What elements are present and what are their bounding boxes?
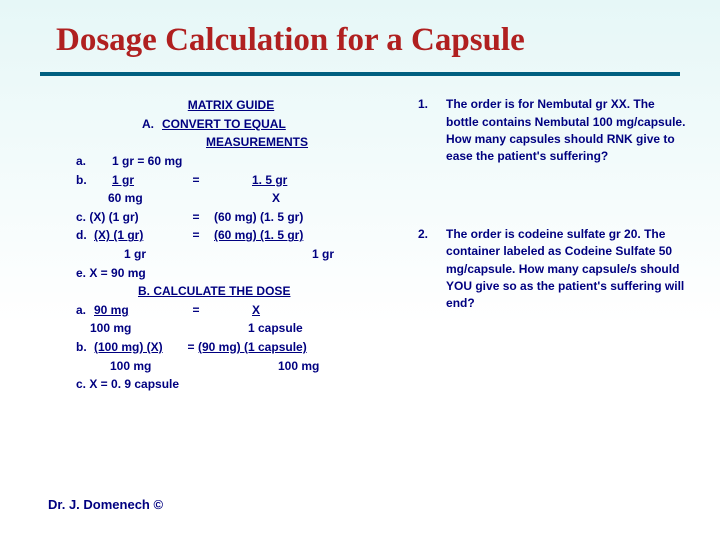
dose-c-row: c. X = 0. 9 capsule [76,375,386,394]
mg-e-text: e. X = 90 mg [76,264,146,283]
mg-a-text: 1 gr = 60 mg [96,152,182,171]
question-item: 2. The order is codeine sulfate gr 20. T… [418,226,688,313]
dose-b-eq: = [184,338,198,357]
section-b-title: B. CALCULATE THE DOSE [76,282,386,301]
footer-author: Dr. J. Domenech © [48,497,163,512]
dose-b-prefix: b. [76,338,94,357]
matrix-guide-heading: MATRIX GUIDE [76,96,386,115]
mg-b-row1: b. 1 gr = 1. 5 gr [76,171,386,190]
section-a-head: A. CONVERT TO EQUAL [76,115,386,134]
mg-b-row2: 60 mg X [76,189,386,208]
dose-a-row1: a. 90 mg = X [76,301,386,320]
question-text: The order is codeine sulfate gr 20. The … [446,226,688,313]
mg-d-left: (X) (1 gr) [94,226,184,245]
section-a-label: A. [76,115,154,134]
question-item: 1. The order is for Nembutal gr XX. The … [418,96,688,166]
dose-a-right: X [208,301,260,320]
mg-d-right: (60 mg) (1. 5 gr) [208,226,303,245]
mg-d-row1: d. (X) (1 gr) = (60 mg) (1. 5 gr) [76,226,386,245]
dose-a-left: 90 mg [94,301,184,320]
dose-b-row1: b. (100 mg) (X) = (90 mg) (1 capsule) [76,338,386,357]
mg-d-row2-right: 1 gr [238,245,334,264]
question-text: The order is for Nembutal gr XX. The bot… [446,96,688,166]
mg-b-eq: = [184,171,208,190]
section-a-title-line1: CONVERT TO EQUAL [154,115,286,134]
title-block: Dosage Calculation for a Capsule [0,0,720,64]
question-number: 2. [418,226,428,313]
mg-b-right: 1. 5 gr [208,171,287,190]
dose-b-row2: 100 mg 100 mg [76,357,386,376]
mg-c-row: c. (X) (1 gr) = (60 mg) (1. 5 gr) [76,208,386,227]
mg-d-row2: 1 gr 1 gr [76,245,386,264]
dose-a-row2-left: 100 mg [90,319,184,338]
mg-e-row: e. X = 90 mg [76,264,386,283]
mg-c-prefix: c. (X) (1 gr) [76,208,184,227]
content-area: MATRIX GUIDE A. CONVERT TO EQUAL MEASURE… [0,76,720,394]
mg-d-row2-left: 1 gr [94,245,214,264]
dose-b-row2-right: 100 mg [228,357,319,376]
questions-column: 1. The order is for Nembutal gr XX. The … [418,96,688,394]
dose-a-row2-right: 1 capsule [208,319,303,338]
mg-b-row2-right: X [208,189,280,208]
matrix-guide-column: MATRIX GUIDE A. CONVERT TO EQUAL MEASURE… [76,96,386,394]
dose-a-prefix: a. [76,301,94,320]
dose-a-eq: = [184,301,208,320]
mg-b-left: 1 gr [96,171,184,190]
mg-c-eq: = [184,208,208,227]
section-a-head-2: MEASUREMENTS [76,133,386,152]
page-title: Dosage Calculation for a Capsule [56,22,680,58]
question-number: 1. [418,96,428,166]
slide: Dosage Calculation for a Capsule MATRIX … [0,0,720,540]
mg-a-prefix: a. [76,152,96,171]
mg-b-row2-left: 60 mg [108,189,184,208]
mg-c-right: (60 mg) (1. 5 gr) [208,208,303,227]
mg-d-prefix: d. [76,226,94,245]
mg-b-prefix: b. [76,171,96,190]
dose-a-row2: 100 mg 1 capsule [76,319,386,338]
section-a-title-line2: MEASUREMENTS [162,133,308,152]
mg-a-row: a. 1 gr = 60 mg [76,152,386,171]
mg-d-eq: = [184,226,208,245]
dose-b-row2-left: 100 mg [94,357,228,376]
dose-b-left: (100 mg) (X) [94,338,184,357]
dose-b-right: (90 mg) (1 capsule) [198,338,307,357]
dose-c-text: c. X = 0. 9 capsule [76,375,179,394]
